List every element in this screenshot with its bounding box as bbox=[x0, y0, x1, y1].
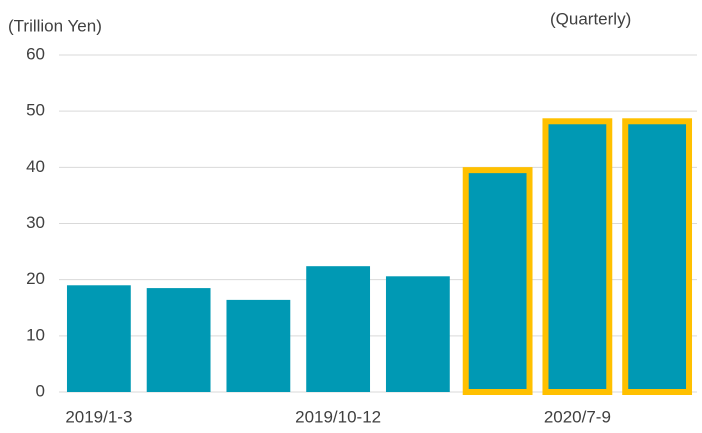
bar bbox=[306, 266, 371, 392]
x-tick-label: 2019/1-3 bbox=[65, 407, 132, 426]
y-tick-label: 10 bbox=[26, 325, 45, 344]
y-tick-label: 30 bbox=[26, 213, 45, 232]
y-tick-label: 60 bbox=[26, 44, 45, 63]
bar bbox=[462, 167, 533, 395]
y-axis-label: (Trillion Yen) bbox=[8, 16, 102, 35]
y-tick-label: 50 bbox=[26, 101, 45, 120]
bar bbox=[66, 285, 131, 392]
x-tick-label: 2020/7-9 bbox=[544, 407, 611, 426]
y-tick-label: 0 bbox=[36, 381, 45, 400]
y-tick-label: 40 bbox=[26, 157, 45, 176]
bar bbox=[542, 118, 613, 395]
bar bbox=[622, 118, 693, 395]
chart-subtitle: (Quarterly) bbox=[550, 9, 631, 28]
x-tick-label: 2019/10-12 bbox=[295, 407, 381, 426]
y-tick-label: 20 bbox=[26, 269, 45, 288]
bar bbox=[385, 276, 450, 392]
bar bbox=[146, 288, 211, 392]
bar bbox=[226, 299, 291, 392]
